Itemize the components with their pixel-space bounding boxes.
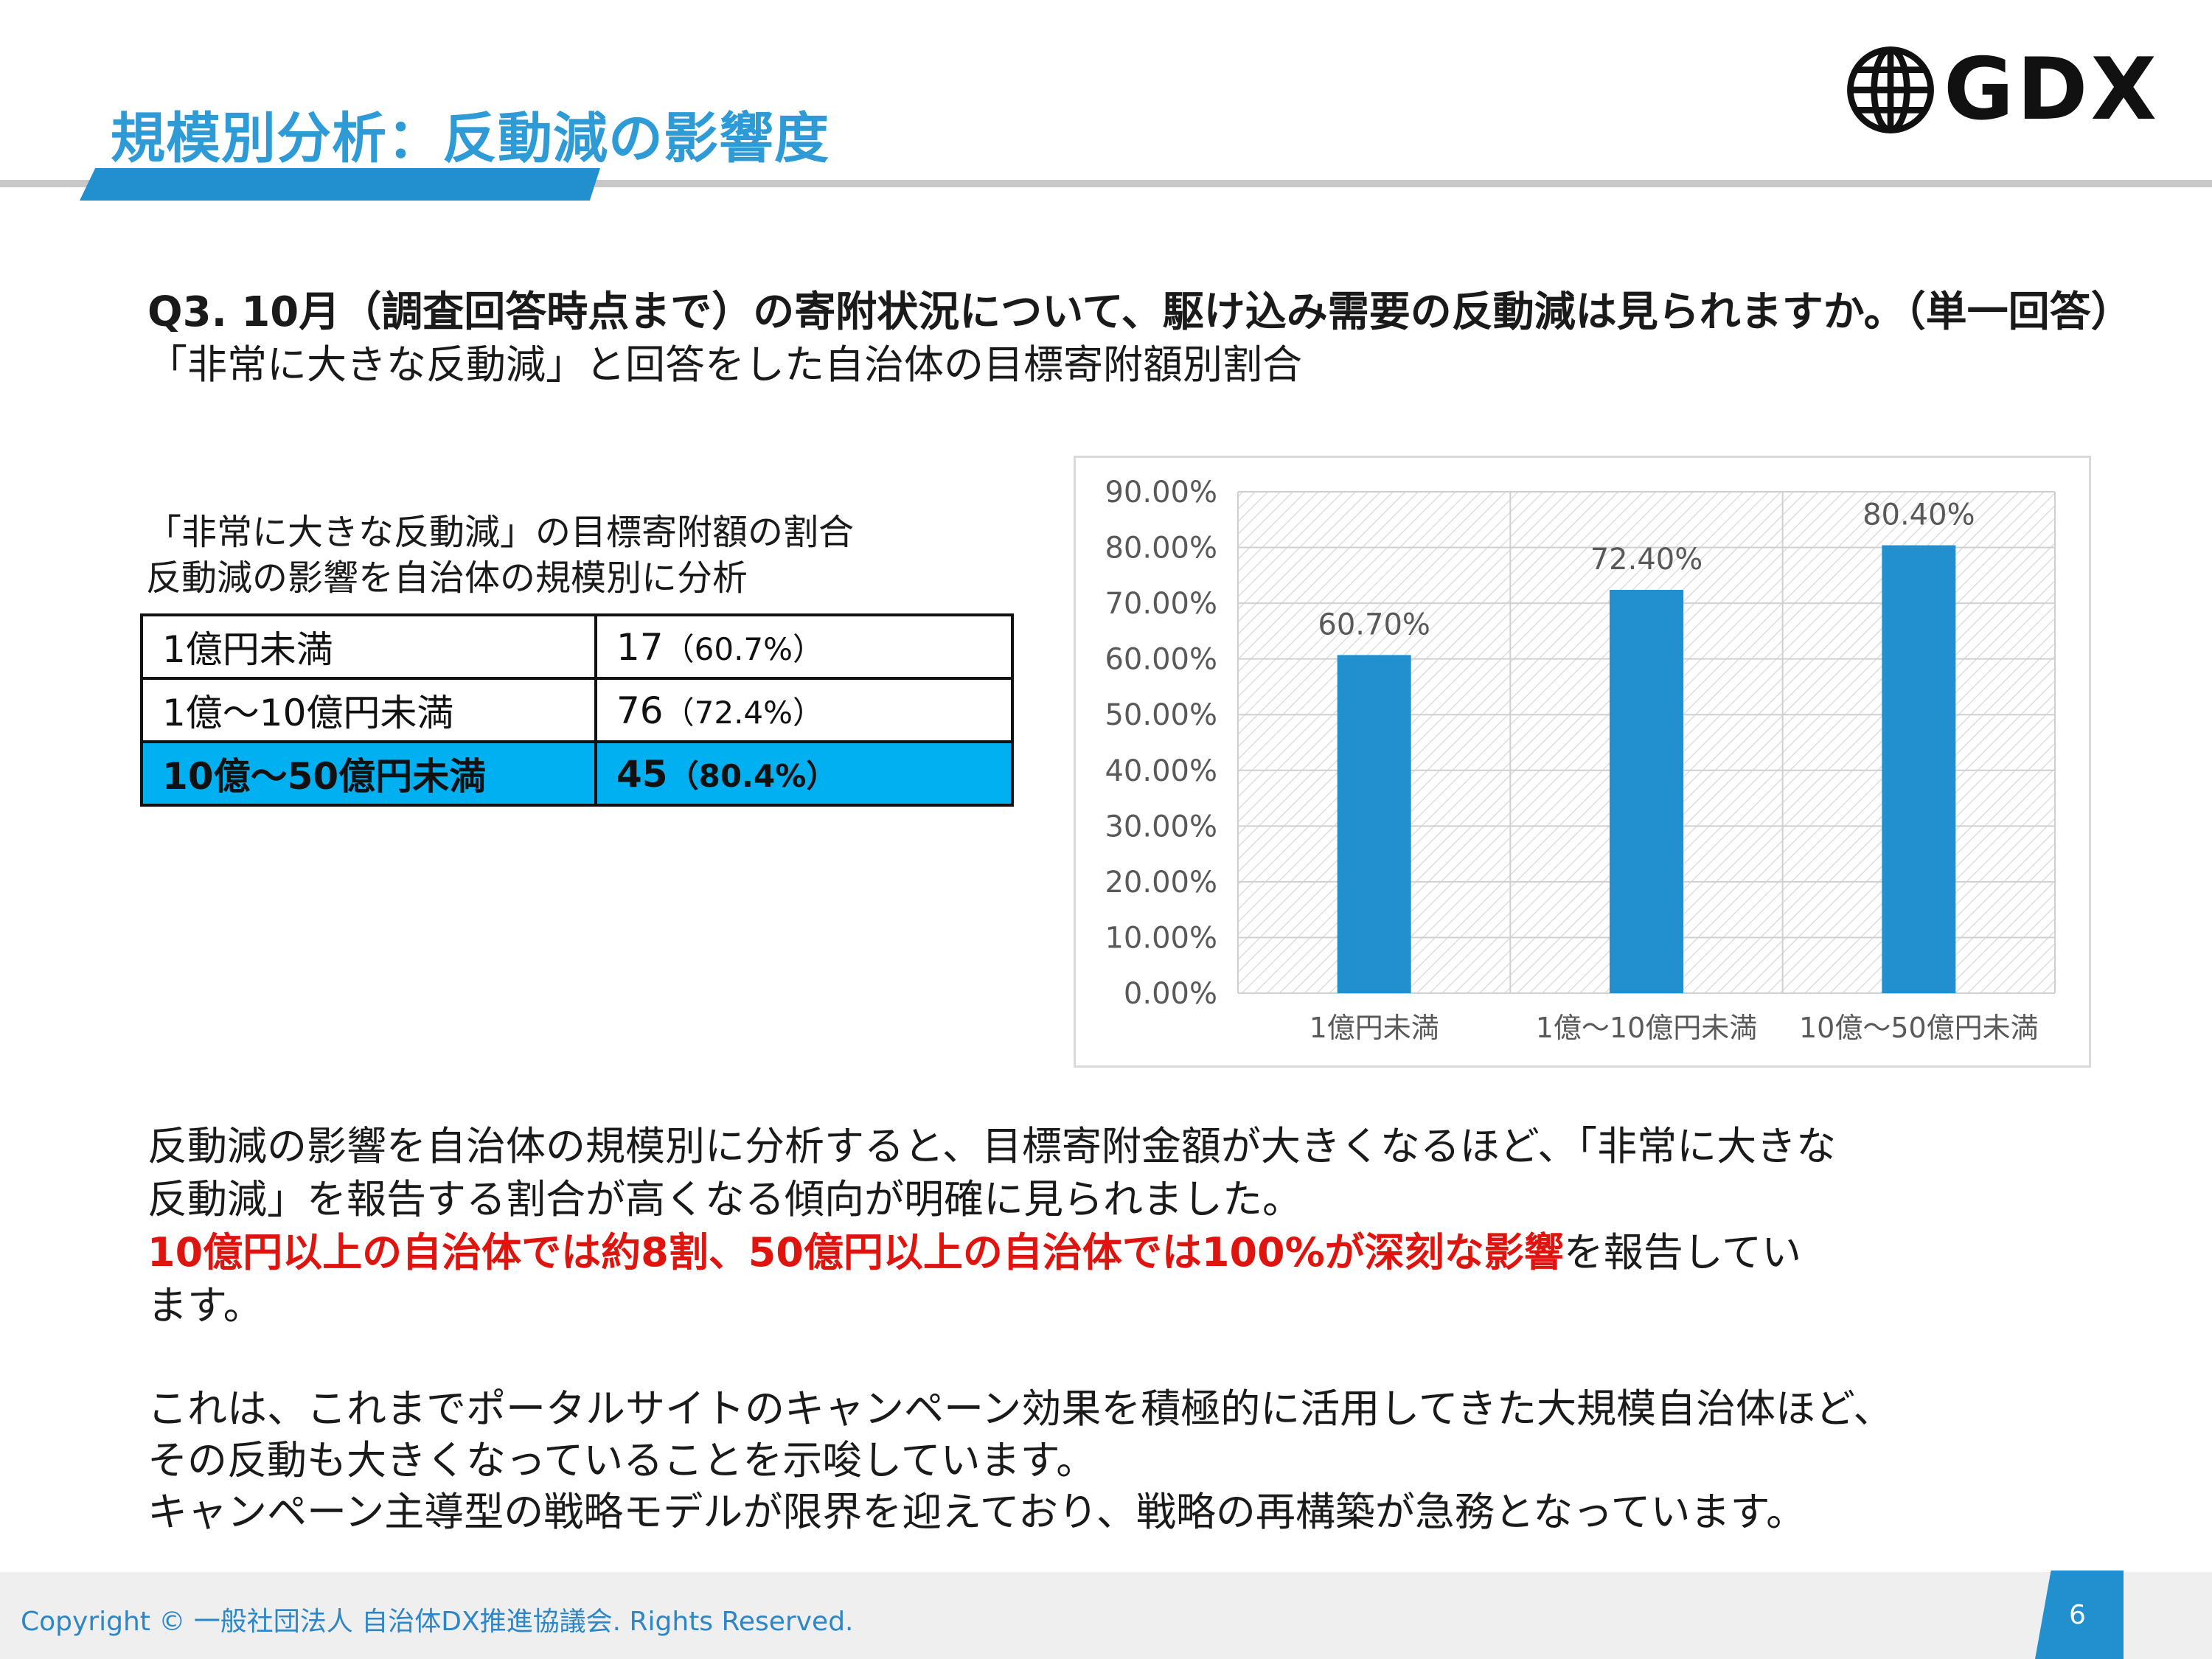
globe-icon (1847, 46, 1934, 133)
y-tick-label: 80.00% (1105, 532, 1217, 566)
question-text: Q3. 10月（調査回答時点まで）の寄附状況について、駆け込み需要の反動減は見ら… (147, 288, 2132, 336)
body-paragraph-2-line-2: その反動も大きくなっていることを示唆しています。 (147, 1437, 1096, 1484)
bar (1337, 655, 1411, 993)
table-cell-value: 45（80.4%） (594, 740, 1014, 807)
data-label: 80.40% (1863, 498, 1975, 532)
percent-value: （80.4%） (667, 757, 838, 794)
count-value: 45 (616, 752, 668, 796)
y-tick-label: 0.00% (1124, 977, 1217, 1011)
x-tick-label: 1億～10億円未満 (1536, 1012, 1758, 1044)
body-text-rest: を報告してい (1563, 1229, 1802, 1276)
title-accent-bar (80, 168, 600, 201)
body-paragraph-1-line-4: ます。 (147, 1282, 263, 1329)
y-tick-label: 60.00% (1105, 643, 1217, 677)
page-number: 6 (2069, 1600, 2086, 1630)
table-cell-value: 76（72.4%） (594, 677, 1014, 743)
y-tick-label: 50.00% (1105, 698, 1217, 732)
y-tick-label: 20.00% (1105, 866, 1217, 900)
x-tick-label: 1億円未満 (1310, 1012, 1439, 1044)
table-row: 1億～10億円未満 76（72.4%） (140, 677, 1014, 743)
table-caption-2: 反動減の影響を自治体の規模別に分析 (146, 557, 748, 599)
body-paragraph-2-line-1: これは、これまでポータルサイトのキャンペーン効果を積極的に活用してきた大規模自治… (147, 1385, 1893, 1432)
data-table: 1億円未満 17（60.7%） 1億～10億円未満 76（72.4%） 10億～… (140, 613, 1014, 807)
page-number-box (2035, 1571, 2124, 1659)
bar (1610, 589, 1683, 993)
table-row-highlighted: 10億～50億円未満 45（80.4%） (140, 740, 1014, 807)
body-paragraph-2-line-3: キャンペーン主導型の戦略モデルが限界を迎えており、戦略の再構築が急務となっていま… (147, 1489, 1806, 1535)
logo-text: GDX (1944, 40, 2160, 139)
y-tick-label: 10.00% (1105, 921, 1217, 955)
emphasis-text: 10億円以上の自治体では約8割、50億円以上の自治体では100%が深刻な影響 (147, 1229, 1564, 1276)
title-divider (0, 180, 2212, 187)
copyright-text: Copyright © 一般社団法人 自治体DX推進協議会. Rights Re… (21, 1607, 854, 1637)
table-cell-label: 10億～50億円未満 (140, 740, 597, 807)
bar (1882, 545, 1956, 993)
table-cell-label: 1億～10億円未満 (140, 677, 597, 743)
percent-value: （72.4%） (663, 694, 824, 731)
question-subtitle: 「非常に大きな反動減」と回答をした自治体の目標寄附額別割合 (147, 341, 1302, 388)
y-tick-label: 40.00% (1105, 754, 1217, 788)
bar-chart: 0.00% 10.00% 20.00% 30.00% 40.00% 50.00% 60.00… (1074, 456, 2091, 1068)
body-paragraph-1-line-1: 反動減の影響を自治体の規模別に分析すると、目標寄附金額が大きくなるほど、「非常に… (147, 1123, 1837, 1169)
y-tick-label: 30.00% (1105, 810, 1217, 844)
body-paragraph-1-line-3: 10億円以上の自治体では約8割、50億円以上の自治体では100%が深刻な影響を報… (147, 1220, 1801, 1278)
chart-canvas: 0.00% 10.00% 20.00% 30.00% 40.00% 50.00% 60.00… (1105, 476, 2056, 1044)
count-value: 17 (616, 625, 664, 669)
page-title: 規模別分析：反動減の影響度 (111, 107, 830, 170)
percent-value: （60.7%） (663, 630, 824, 667)
body-paragraph-1-line-2: 反動減」を報告する割合が高くなる傾向が明確に見られました。 (147, 1176, 1302, 1222)
table-cell-label: 1億円未満 (140, 613, 597, 680)
gdx-logo: GDX (1845, 43, 2160, 137)
data-label: 72.40% (1590, 543, 1703, 577)
count-value: 76 (616, 689, 664, 732)
table-caption-1: 「非常に大きな反動減」の目標寄附額の割合 (146, 512, 855, 553)
data-label: 60.70% (1318, 608, 1430, 641)
table-cell-value: 17（60.7%） (594, 613, 1014, 680)
y-tick-label: 90.00% (1105, 476, 1217, 509)
x-tick-label: 10億～50億円未満 (1799, 1012, 2039, 1044)
y-tick-label: 70.00% (1105, 587, 1217, 621)
footer-bar (0, 1572, 2212, 1659)
table-row: 1億円未満 17（60.7%） (140, 613, 1014, 680)
